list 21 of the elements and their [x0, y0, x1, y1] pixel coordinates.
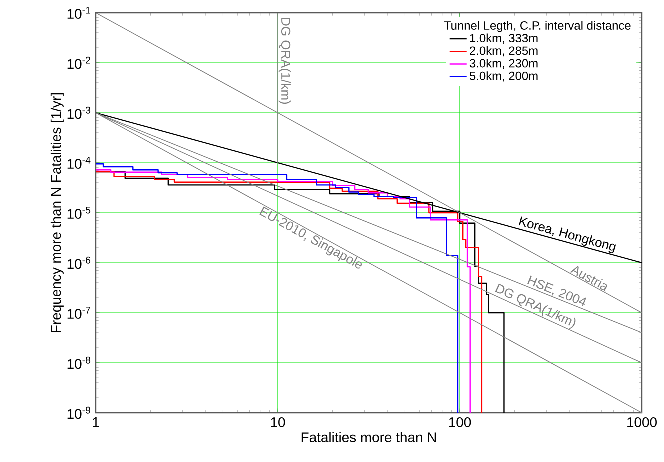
y-tick-label: 10$^{-4}$: [68, 156, 91, 170]
legend-label: 5.0km, 200m: [470, 72, 538, 82]
x-tick-label: 1000: [628, 418, 657, 428]
text: DG QRA(1/km): [278, 18, 291, 104]
legend-label: 3.0km, 230m: [470, 58, 538, 70]
y-tick-label: 10$^{-1}$: [68, 6, 91, 20]
y-tick-label: 10$^{-9}$: [68, 406, 91, 420]
x-tick-label: 1: [93, 418, 100, 428]
x-axis-title: Fatalities more than N: [302, 432, 436, 442]
y-tick-label: 10$^{-5}$: [68, 206, 91, 220]
y-tick-label: 10$^{-6}$: [68, 256, 91, 270]
y-tick-label: 10$^{-2}$: [68, 56, 90, 70]
x-tick-label: 10: [271, 418, 286, 428]
y-axis-title: Frequency more than N Fatalities [1/yr]: [50, 93, 64, 332]
legend-label: 2.0km, 285m: [470, 46, 538, 57]
x-tick-label: 100: [449, 418, 472, 428]
legend-label: 1.0km, 333m: [470, 34, 538, 44]
y-tick-label: 10$^{-8}$: [68, 356, 91, 370]
y-tick-label: 10$^{-3}$: [68, 106, 91, 120]
y-tick-label: 10$^{-7}$: [68, 306, 90, 320]
legend-title: Tunnel Legth, C.P. interval distance: [444, 21, 631, 32]
